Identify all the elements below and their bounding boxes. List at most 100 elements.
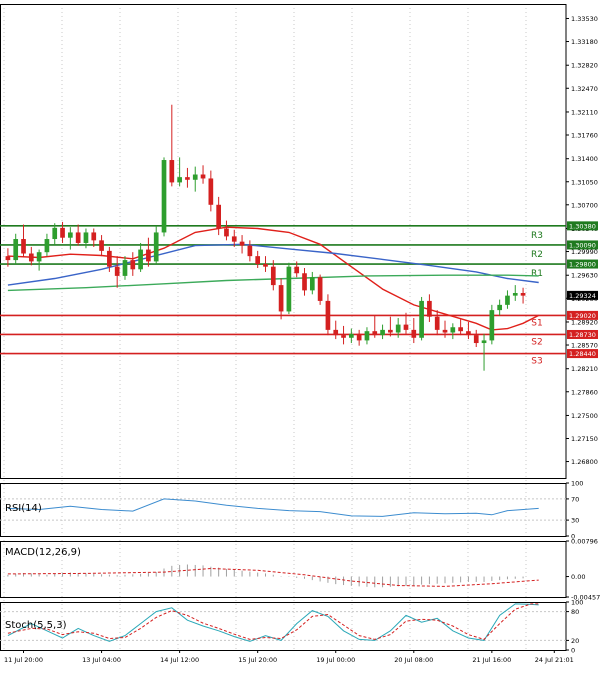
macd-tick-label: 0.00796 <box>571 538 598 546</box>
candle-body <box>263 264 268 267</box>
rsi-title: RSI(14) <box>5 503 42 514</box>
rsi-line <box>7 498 539 517</box>
price-tick-label: 1.31400 <box>571 155 598 163</box>
candle-body <box>411 329 417 338</box>
candle-body <box>13 239 19 261</box>
candle-body <box>497 304 502 311</box>
stoch-tick-label: 20 <box>571 637 579 645</box>
candle-body <box>216 204 221 229</box>
candle-body <box>91 232 97 241</box>
candle-body <box>177 177 182 183</box>
overlay-ema-red <box>7 226 540 331</box>
rsi-tick-label: 30 <box>571 517 579 525</box>
level-price-label-R2: 1.30090 <box>569 241 596 249</box>
date-tick-label: 20 Jul 08:00 <box>394 656 433 664</box>
candle-body <box>403 324 409 330</box>
price-tick-label: 1.28210 <box>571 365 598 373</box>
candle-body <box>364 331 370 341</box>
price-tick-label: 1.28570 <box>571 342 598 350</box>
price-axis: 1.33530 1.33180 1.32820 1.32470 1.32110 1.317… <box>566 15 598 466</box>
macd-tick-label: -0.004579 <box>571 594 600 602</box>
candle-body <box>520 293 526 296</box>
level-price-box-R2 <box>567 240 598 250</box>
pane-frame-macd <box>0 541 567 598</box>
price-tick-label: 1.29630 <box>571 272 598 280</box>
candle-body <box>317 277 323 301</box>
date-tick-label: 24 Jul 21:01 <box>535 656 574 664</box>
candle-body <box>333 329 339 336</box>
candle-body <box>286 266 292 312</box>
price-tick-label: 1.27860 <box>571 388 598 396</box>
level-price-box-S2 <box>567 329 598 339</box>
date-tick-label: 11 Jul 20:00 <box>4 656 43 664</box>
candle-body <box>200 174 206 179</box>
candle-body <box>473 335 479 344</box>
price-tick-label: 1.31050 <box>571 178 598 186</box>
level-price-box-R1 <box>567 259 598 269</box>
rsi-tick-label: 0 <box>571 533 575 541</box>
candle-body <box>270 266 276 286</box>
candle-body <box>83 232 89 243</box>
price-tick-label: 1.27500 <box>571 412 598 420</box>
candle-body <box>309 277 315 291</box>
candle-body <box>325 300 331 330</box>
pane-frame-main <box>0 4 567 479</box>
level-name-R1: R1 <box>531 269 543 279</box>
stoch-tick-label: 80 <box>571 608 579 616</box>
candle-body <box>239 241 245 246</box>
current-price-label: 1.29324 <box>569 292 596 300</box>
candle-body <box>255 256 261 265</box>
candle-body <box>450 327 456 333</box>
candle-body <box>169 160 175 183</box>
date-axis: 11 Jul 20:00 13 Jul 04:00 14 Jul 12:00 15 J… <box>4 650 574 664</box>
price-tick-label: 1.32470 <box>571 85 598 93</box>
level-price-box-S3 <box>567 349 598 359</box>
price-tick-label: 1.32110 <box>571 108 598 116</box>
candle-body <box>372 331 378 336</box>
candle-body <box>349 333 354 338</box>
candle-body <box>395 324 401 333</box>
level-name-S3: S3 <box>531 357 542 367</box>
candle-body <box>466 331 471 336</box>
current-price-box <box>567 290 598 300</box>
price-tick-label: 1.33530 <box>571 15 598 23</box>
rsi-tick-label: 100 <box>571 480 583 488</box>
candle-body <box>44 239 50 253</box>
macd-title: MACD(12,26,9) <box>5 547 81 558</box>
candle-body <box>278 285 284 312</box>
stoch-tick-label: 100 <box>571 599 583 607</box>
candle-body <box>356 333 362 341</box>
candle-body <box>114 266 120 276</box>
candle-body <box>36 252 42 262</box>
rsi-tick-label: 70 <box>571 495 579 503</box>
price-tick-label: 1.29990 <box>571 248 598 256</box>
candle-body <box>75 232 81 243</box>
candle-body <box>505 295 510 305</box>
candle-body <box>107 250 112 267</box>
candle-body <box>138 249 143 270</box>
stoch-main-line <box>7 603 539 642</box>
candle-body <box>341 335 346 338</box>
candles <box>5 104 526 371</box>
candle-body <box>442 329 448 333</box>
level-name-S1: S1 <box>531 318 542 328</box>
candle-body <box>380 329 385 336</box>
rsi-axis: 100 70 30 0 <box>566 480 583 541</box>
candle-body <box>489 310 495 341</box>
candle-body <box>224 228 229 237</box>
stoch-tick-label: 0 <box>571 647 575 655</box>
price-tick-label: 1.30700 <box>571 201 598 209</box>
price-tick-label: 1.31760 <box>571 132 598 140</box>
candle-body <box>512 293 518 296</box>
candle-body <box>247 245 253 257</box>
pane-frame-rsi <box>0 483 567 537</box>
level-name-R3: R3 <box>531 231 543 241</box>
price-tick-label: 1.28920 <box>571 318 598 326</box>
candle-body <box>458 327 463 332</box>
pane-frame-stoch <box>0 602 567 651</box>
level-name-S2: S2 <box>531 337 542 347</box>
macd-histogram <box>7 564 524 588</box>
date-tick-label: 21 Jul 16:00 <box>472 656 511 664</box>
stoch-title: Stoch(5,5,3) <box>5 620 67 631</box>
